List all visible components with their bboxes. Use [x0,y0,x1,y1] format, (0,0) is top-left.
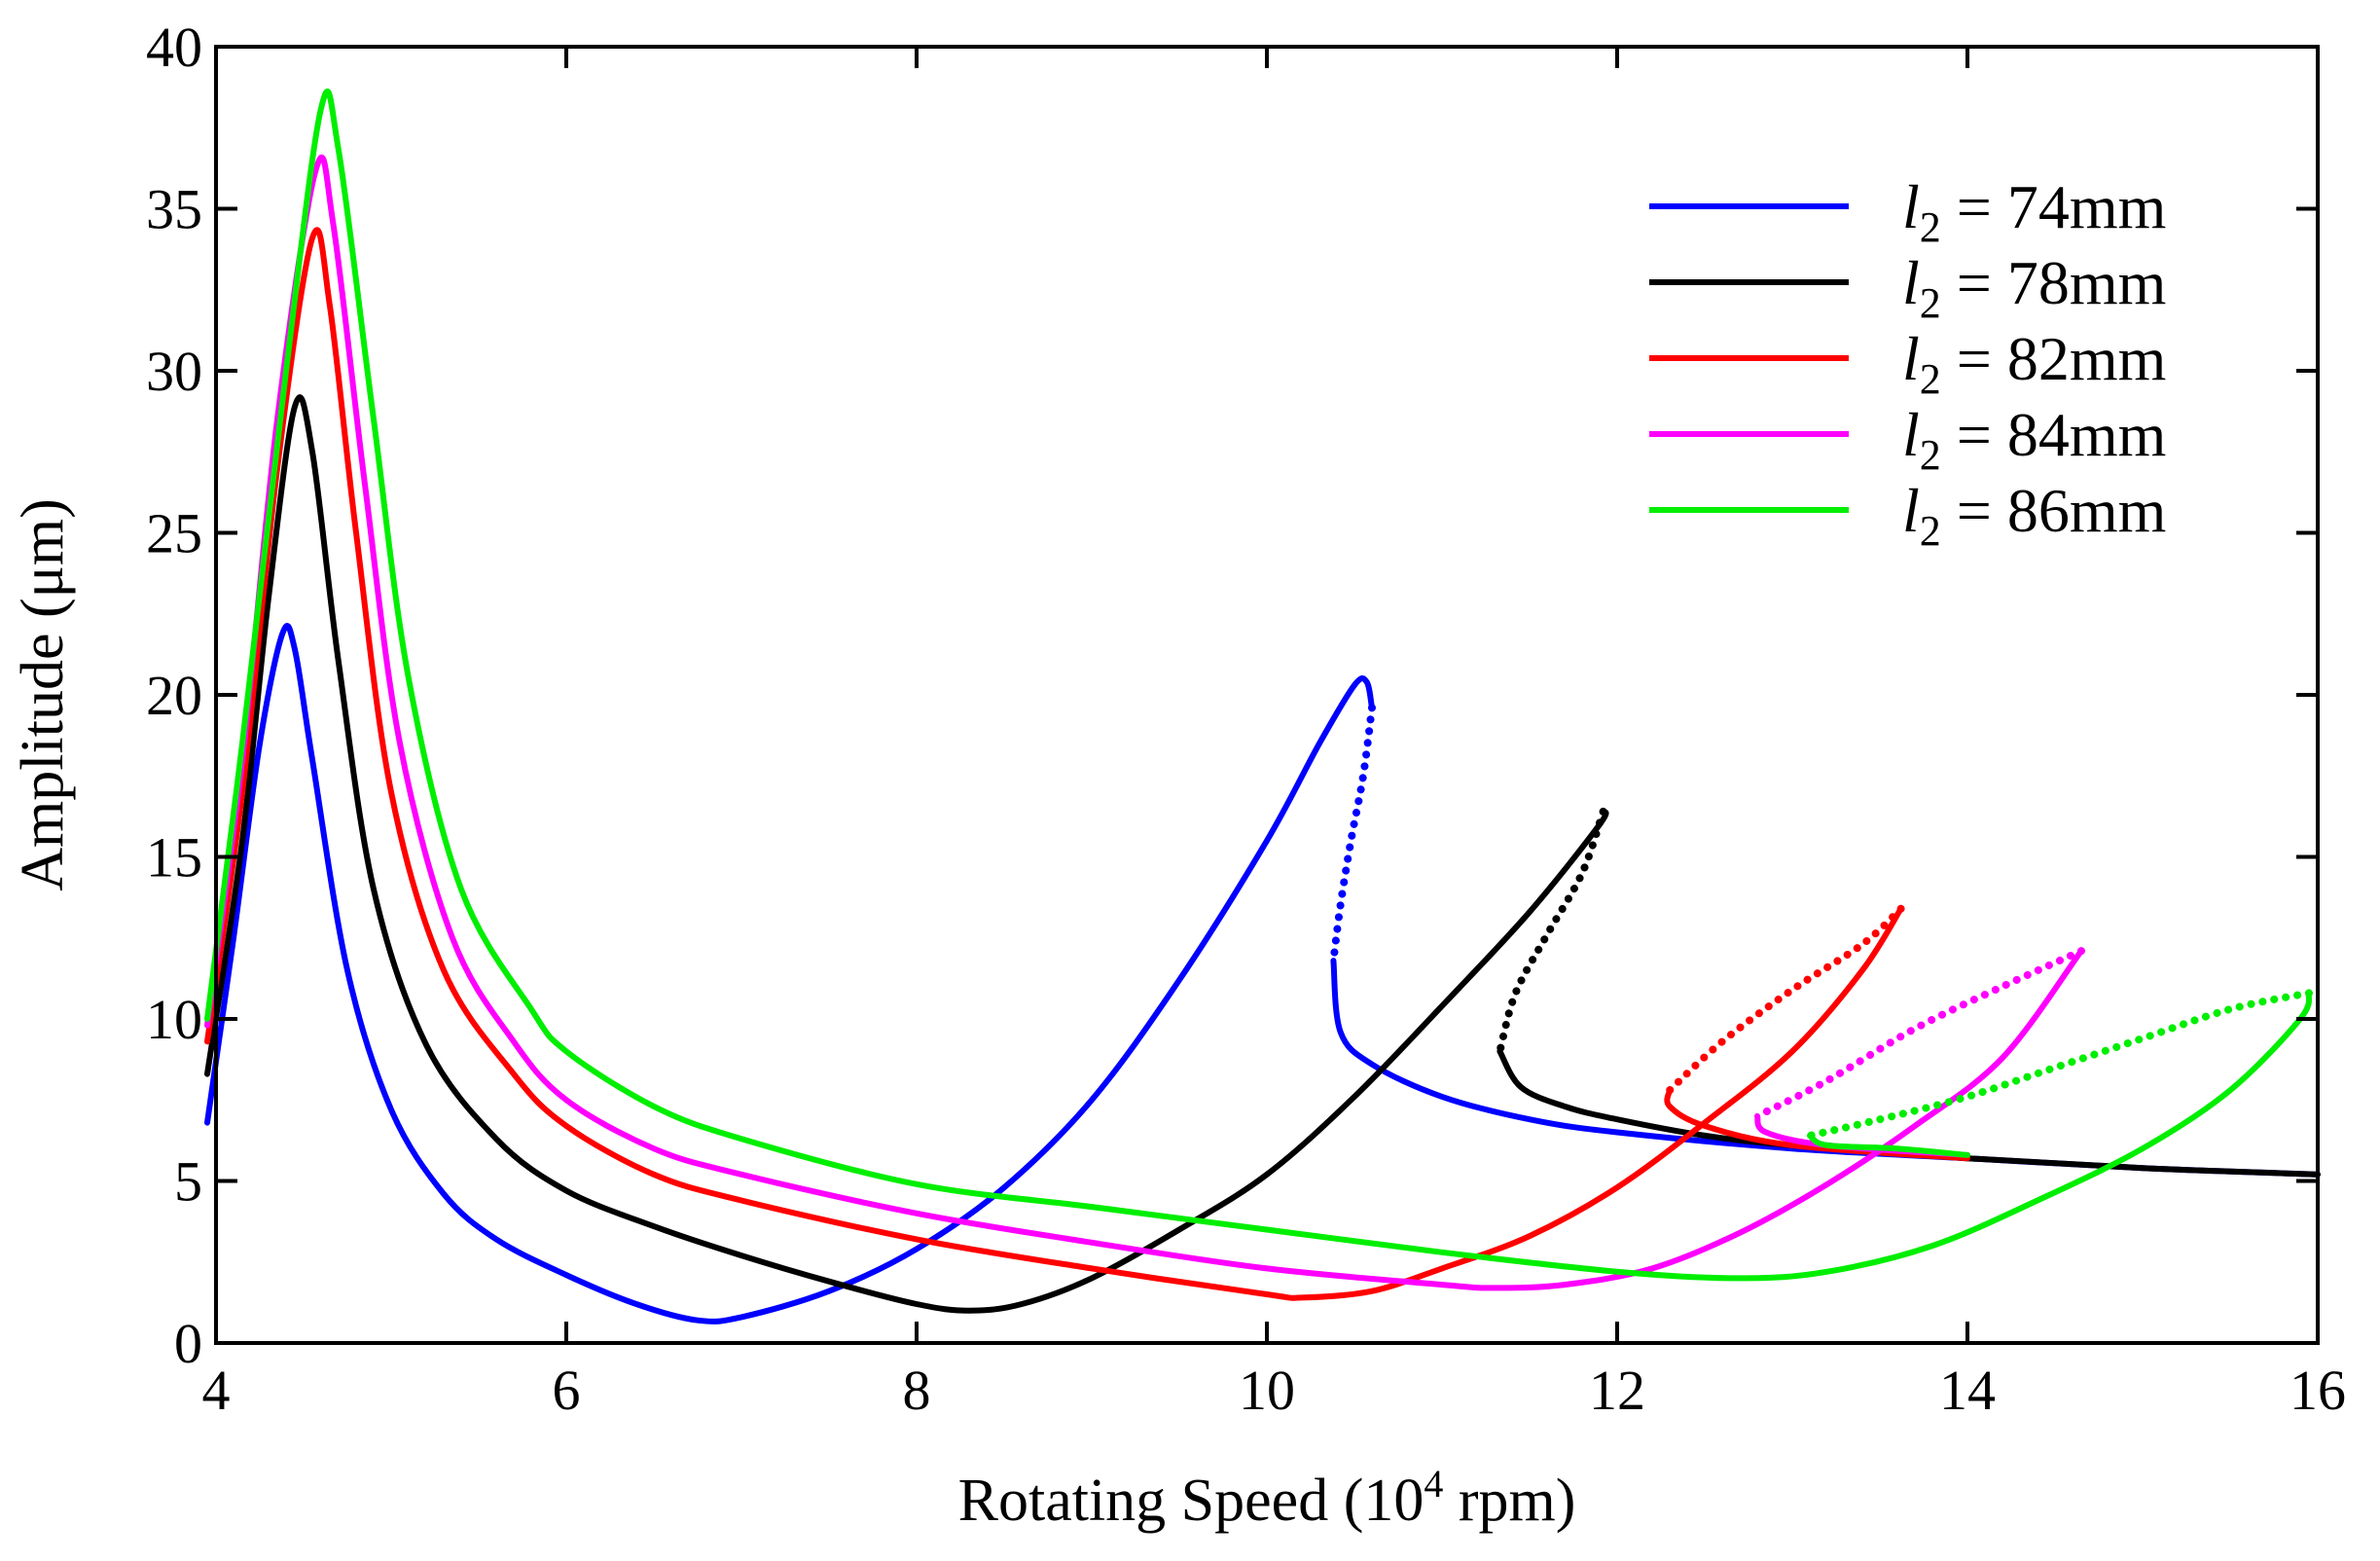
legend-item-1: l2 = 74mm [1649,172,2166,251]
legend-label-var-3: l [1902,324,1920,393]
legend-label-3: l2 = 82mm [1902,324,2166,403]
x-axis-label-tail: rpm) [1443,1468,1575,1534]
legend-label-sub-2: 2 [1920,279,1941,327]
x-tick-label-10: 10 [1239,1359,1295,1422]
series-5-stable-branch [204,89,2313,1282]
x-tick-label-6: 6 [553,1359,581,1422]
legend-label-sub-1: 2 [1920,203,1941,251]
series-5-unstable-branch [1806,989,2313,1140]
legend-label-var-4: l [1902,400,1920,469]
legend-item-4: l2 = 84mm [1649,400,2166,479]
series-2-stable-branch [204,394,1609,1314]
y-tick-label-30: 30 [146,340,202,403]
legend-label-rest-1: = 74mm [1941,172,2167,241]
x-axis-label-sup: 4 [1424,1462,1443,1506]
x-axis-label-main: Rotating Speed (10 [958,1468,1424,1534]
legend-label-var-5: l [1902,476,1920,545]
series-5-stable-upper-branch [1807,1132,1970,1158]
y-tick-label-15: 15 [146,826,202,889]
series-layer [204,89,2321,1325]
y-tick-label-20: 20 [146,664,202,727]
series-4-stable-branch [204,154,2084,1291]
series-3-stable-upper-branch [1664,1087,1970,1162]
legend-label-2: l2 = 78mm [1902,248,2166,327]
y-tick-label-35: 35 [146,178,202,241]
legend-label-var-2: l [1902,248,1920,317]
legend-label-sub-3: 2 [1920,355,1941,403]
series-3-unstable-branch [1666,904,1905,1095]
x-axis-label: Rotating Speed (104 rpm) [958,1462,1576,1534]
legend-label-rest-3: = 82mm [1941,324,2167,393]
legend-label-rest-2: = 78mm [1941,248,2167,317]
x-tick-label-14: 14 [1939,1359,1996,1422]
y-axis-label: Amplitude (μm) [10,498,76,890]
x-tick-label-4: 4 [202,1359,231,1422]
series-1-stable-branch [204,623,1375,1325]
series-4-unstable-branch [1753,947,2085,1120]
y-tick-label-25: 25 [146,502,202,565]
legend-label-var-1: l [1902,172,1920,241]
legend-label-1: l2 = 74mm [1902,172,2166,251]
legend-item-5: l2 = 86mm [1649,476,2166,555]
legend-item-3: l2 = 82mm [1649,324,2166,403]
x-tick-label-16: 16 [2290,1359,2346,1422]
y-tick-label-0: 0 [174,1312,202,1375]
legend-label-sub-4: 2 [1920,431,1941,479]
x-tick-label-8: 8 [903,1359,931,1422]
x-tick-label-12: 12 [1589,1359,1645,1422]
y-tick-label-40: 40 [146,16,202,79]
series-3-stable-branch [204,227,1904,1301]
legend-item-2: l2 = 78mm [1649,248,2166,327]
y-tick-label-10: 10 [146,988,202,1051]
series-1-unstable-branch [1329,704,1376,965]
legend-label-sub-5: 2 [1920,507,1941,555]
y-tick-label-5: 5 [174,1150,202,1214]
series-3 [204,227,1970,1301]
legend-label-5: l2 = 86mm [1902,476,2166,555]
legend-label-4: l2 = 84mm [1902,400,2166,479]
series-5 [204,89,2313,1282]
legend-label-rest-4: = 84mm [1941,400,2167,469]
legend-label-rest-5: = 86mm [1941,476,2167,545]
ticks-layer: 4 6 8 10 12 14 16 0 5 10 15 20 25 30 35 40 [146,16,2346,1422]
